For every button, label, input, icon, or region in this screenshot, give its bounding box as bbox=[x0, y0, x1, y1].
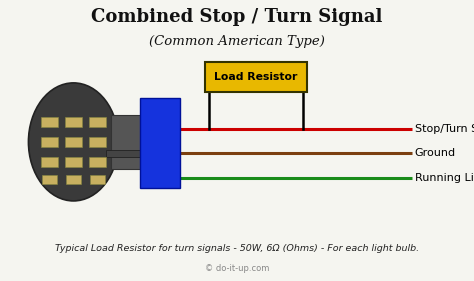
Text: (Common American Type): (Common American Type) bbox=[149, 35, 325, 48]
Bar bbox=[89, 157, 106, 167]
Bar bbox=[41, 157, 58, 167]
Text: Ground: Ground bbox=[415, 148, 456, 158]
Bar bbox=[65, 117, 82, 127]
Bar bbox=[106, 150, 148, 157]
Bar bbox=[41, 137, 58, 147]
Bar bbox=[111, 115, 142, 169]
Text: Combined Stop / Turn Signal: Combined Stop / Turn Signal bbox=[91, 8, 383, 26]
Bar bbox=[140, 98, 180, 188]
Bar bbox=[41, 117, 58, 127]
FancyBboxPatch shape bbox=[205, 62, 307, 92]
Bar bbox=[65, 157, 82, 167]
Text: Running Lights: Running Lights bbox=[415, 173, 474, 183]
Bar bbox=[66, 175, 81, 184]
Bar bbox=[90, 175, 105, 184]
Ellipse shape bbox=[28, 83, 118, 201]
Text: Stop/Turn Signal: Stop/Turn Signal bbox=[415, 124, 474, 134]
Bar bbox=[89, 137, 106, 147]
Bar bbox=[65, 137, 82, 147]
Text: Typical Load Resistor for turn signals - 50W, 6Ω (Ohms) - For each light bulb.: Typical Load Resistor for turn signals -… bbox=[55, 244, 419, 253]
Text: © do-it-up.com: © do-it-up.com bbox=[205, 264, 269, 273]
Bar bbox=[89, 117, 106, 127]
Text: Load Resistor: Load Resistor bbox=[214, 72, 298, 82]
Bar bbox=[42, 175, 57, 184]
